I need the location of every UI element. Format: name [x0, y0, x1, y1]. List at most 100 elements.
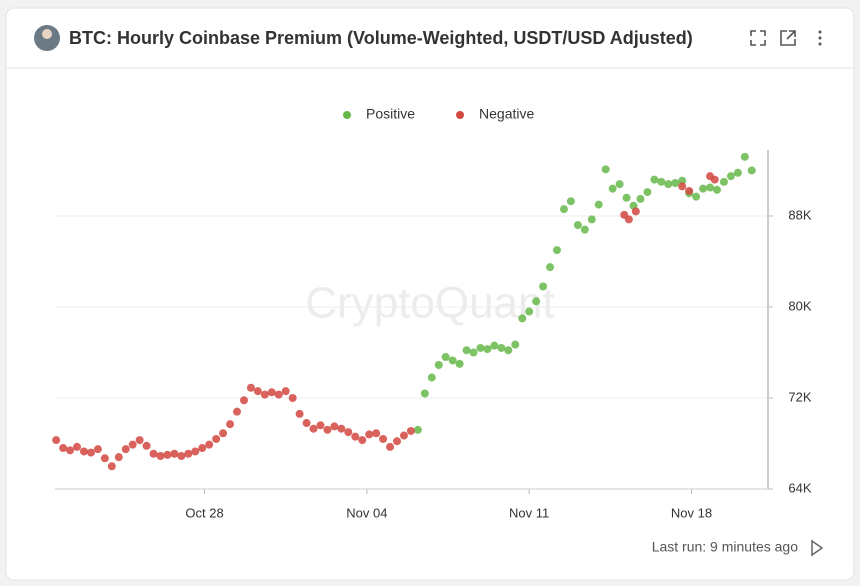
data-point [434, 361, 443, 370]
data-point [219, 429, 228, 438]
open-icon[interactable] [780, 30, 796, 46]
x-tick-label: Nov 04 [346, 505, 387, 520]
x-tick-label: Nov 11 [509, 505, 549, 520]
data-point [650, 175, 659, 184]
data-point [594, 200, 603, 209]
data-point [274, 390, 283, 399]
data-point [309, 424, 318, 433]
data-point [580, 225, 589, 234]
data-point [156, 452, 165, 461]
data-point [330, 422, 339, 431]
legend-marker [456, 111, 465, 119]
legend-label: Positive [366, 106, 415, 122]
data-point [664, 180, 673, 189]
y-tick-label: 72K [788, 389, 811, 404]
avatar-face [42, 29, 52, 39]
data-point [712, 185, 721, 194]
data-point [504, 346, 513, 355]
data-point [86, 448, 95, 457]
data-point [163, 450, 172, 459]
data-point [448, 356, 457, 365]
watermark: CryptoQuant [305, 279, 554, 328]
data-point [337, 424, 346, 433]
data-point [678, 176, 687, 185]
data-point [198, 444, 207, 453]
plot: 64K 72K 80K 88K Oct 28 Nov 04 Nov 11 Nov 18 Posi… [52, 106, 812, 520]
data-point [483, 345, 492, 354]
data-point [740, 152, 749, 161]
data-point [295, 409, 304, 418]
data-point [170, 449, 179, 458]
data-point [226, 420, 235, 429]
data-point [427, 373, 436, 382]
data-point [365, 430, 374, 439]
data-point [532, 297, 541, 306]
data-point [678, 182, 687, 191]
data-point [177, 452, 186, 461]
data-point [573, 221, 582, 230]
data-point [52, 436, 61, 445]
data-point [267, 388, 276, 397]
data-point [706, 183, 715, 192]
data-point [420, 389, 429, 398]
data-point [59, 444, 68, 453]
legend-label: Negative [479, 106, 534, 122]
data-point [358, 436, 367, 445]
data-point [212, 434, 221, 443]
data-point [121, 445, 130, 454]
data-point [671, 178, 680, 187]
data-point [406, 426, 415, 435]
data-point [657, 177, 666, 186]
data-point [497, 343, 506, 352]
data-point [184, 449, 193, 458]
data-point [379, 434, 388, 443]
data-point [559, 205, 568, 214]
data-point [719, 177, 728, 186]
data-point [239, 396, 248, 405]
data-point [302, 419, 311, 428]
data-point [710, 175, 719, 184]
y-tick-label: 88K [788, 207, 811, 222]
data-point [323, 425, 332, 434]
data-point [601, 165, 610, 174]
data-point [135, 436, 144, 445]
data-point [539, 282, 548, 291]
x-tick-label: Oct 28 [185, 505, 223, 520]
legend-marker [343, 111, 351, 119]
x-tick-label: Nov 18 [671, 505, 712, 520]
menu-icon[interactable] [818, 30, 822, 46]
data-point [351, 432, 360, 441]
fullscreen-icon[interactable] [750, 30, 766, 46]
data-point [386, 442, 395, 451]
data-point [66, 446, 75, 455]
run-icon[interactable] [811, 539, 824, 557]
data-point [462, 346, 471, 355]
card-title: BTC: Hourly Coinbase Premium (Volume-Wei… [69, 28, 693, 48]
data-point [622, 193, 631, 202]
data-point [246, 383, 255, 392]
data-point [631, 207, 640, 216]
data-point [233, 407, 242, 416]
data-point [260, 390, 269, 399]
data-point [205, 440, 214, 449]
data-point [93, 445, 102, 454]
data-point [726, 172, 735, 181]
data-point [643, 188, 652, 197]
data-point [525, 307, 534, 316]
data-point [253, 387, 262, 396]
data-point [393, 437, 402, 446]
data-point [79, 447, 88, 456]
data-point [441, 353, 450, 362]
data-point [546, 263, 555, 272]
data-point [191, 447, 200, 456]
data-point [624, 215, 633, 224]
data-point [149, 449, 158, 458]
data-point [455, 359, 464, 368]
data-point [469, 348, 478, 357]
data-point [615, 180, 624, 189]
data-point [566, 197, 575, 206]
data-point [518, 314, 527, 323]
data-point [413, 425, 422, 434]
data-point [511, 340, 520, 349]
